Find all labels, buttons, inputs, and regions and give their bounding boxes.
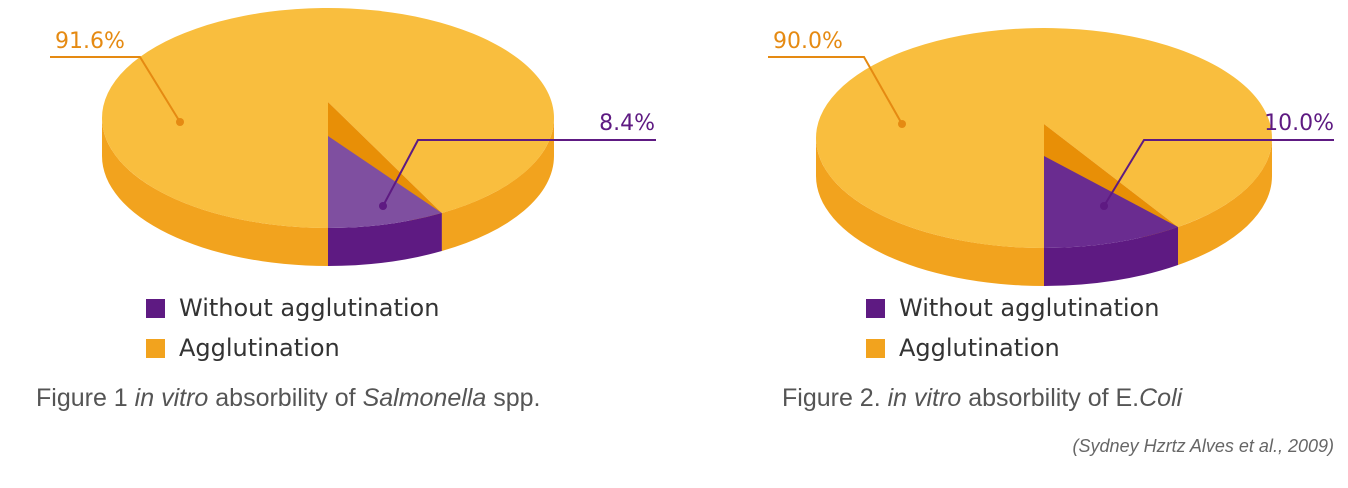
data-label-agglutination: 91.6% — [55, 29, 125, 54]
slice-side-agglutination-right — [441, 118, 554, 252]
leader-line-agglutination — [768, 56, 903, 125]
slice-top-without-agglutination — [1044, 156, 1179, 248]
caption-organism: Coli — [1139, 384, 1183, 412]
caption-prefix: Figure 1 — [36, 384, 135, 412]
caption-suffix: spp. — [486, 384, 541, 412]
pie-chart-salmonella-plot: 91.6% 8.4% — [50, 8, 656, 266]
slice-top-without-agglutination — [328, 136, 442, 228]
data-label-without-agglutination: 10.0% — [1264, 111, 1334, 136]
slice-top-agglutination — [815, 27, 1272, 248]
slice-top-agglutination — [102, 8, 555, 228]
leader-dot-without-agglutination — [379, 202, 387, 210]
slice-side-agglutination-left — [816, 138, 1044, 286]
slice-side-agglutination-left — [102, 118, 328, 266]
legend-label-without: Without agglutination — [899, 294, 1160, 322]
pie-chart-ecoli: 90.0% 10.0% Without agglutination Aggluti… — [674, 0, 1348, 488]
leader-line-agglutination — [50, 56, 181, 123]
legend-swatch-agglutination — [866, 338, 885, 358]
leader-line-without-agglutination — [382, 139, 656, 207]
legend-swatch-agglutination — [146, 338, 165, 358]
legend-item-without-agglutination: Without agglutination — [866, 288, 1159, 328]
leader-dot-agglutination — [176, 118, 184, 126]
caption-middle: absorbility of E. — [961, 384, 1140, 412]
legend-ecoli: Without agglutination Agglutination — [866, 288, 1159, 368]
caption-organism: Salmonella — [362, 384, 487, 412]
pie-chart-ecoli-plot: 90.0% 10.0% — [768, 27, 1334, 286]
caption-middle: absorbility of — [208, 384, 363, 412]
caption-italic: in vitro — [887, 384, 962, 412]
legend-item-without-agglutination: Without agglutination — [146, 288, 439, 328]
slice-side-without-agglutination — [328, 213, 442, 266]
data-label-agglutination: 90.0% — [773, 29, 843, 54]
legend-label-agglutination: Agglutination — [899, 334, 1060, 362]
figure-1-caption: Figure 1 in vitro absorbility of Salmone… — [36, 384, 540, 413]
figure-2-caption: Figure 2. in vitro absorbility of E.Coli — [782, 384, 1182, 413]
legend-item-agglutination: Agglutination — [146, 328, 439, 368]
legend-label-agglutination: Agglutination — [179, 334, 340, 362]
source-citation: (Sydney Hzrtz Alves et al., 2009) — [1072, 436, 1334, 456]
slice-side-without-agglutination — [1044, 226, 1179, 286]
pie-chart-salmonella: 91.6% 8.4% Without agglutination Agglutin… — [36, 8, 656, 413]
legend-label-without: Without agglutination — [179, 294, 440, 322]
leader-dot-without-agglutination — [1100, 202, 1108, 210]
legend-swatch-without — [146, 298, 165, 318]
caption-prefix: Figure 2. — [782, 384, 888, 412]
legend-item-agglutination: Agglutination — [866, 328, 1159, 368]
leader-line-without-agglutination — [1103, 139, 1334, 207]
legend-swatch-without — [866, 298, 885, 318]
slice-side-agglutination-right — [1178, 138, 1272, 265]
legend-salmonella: Without agglutination Agglutination — [146, 288, 439, 368]
data-label-without-agglutination: 8.4% — [599, 111, 655, 136]
leader-dot-agglutination — [898, 120, 906, 128]
caption-italic: in vitro — [134, 384, 209, 412]
